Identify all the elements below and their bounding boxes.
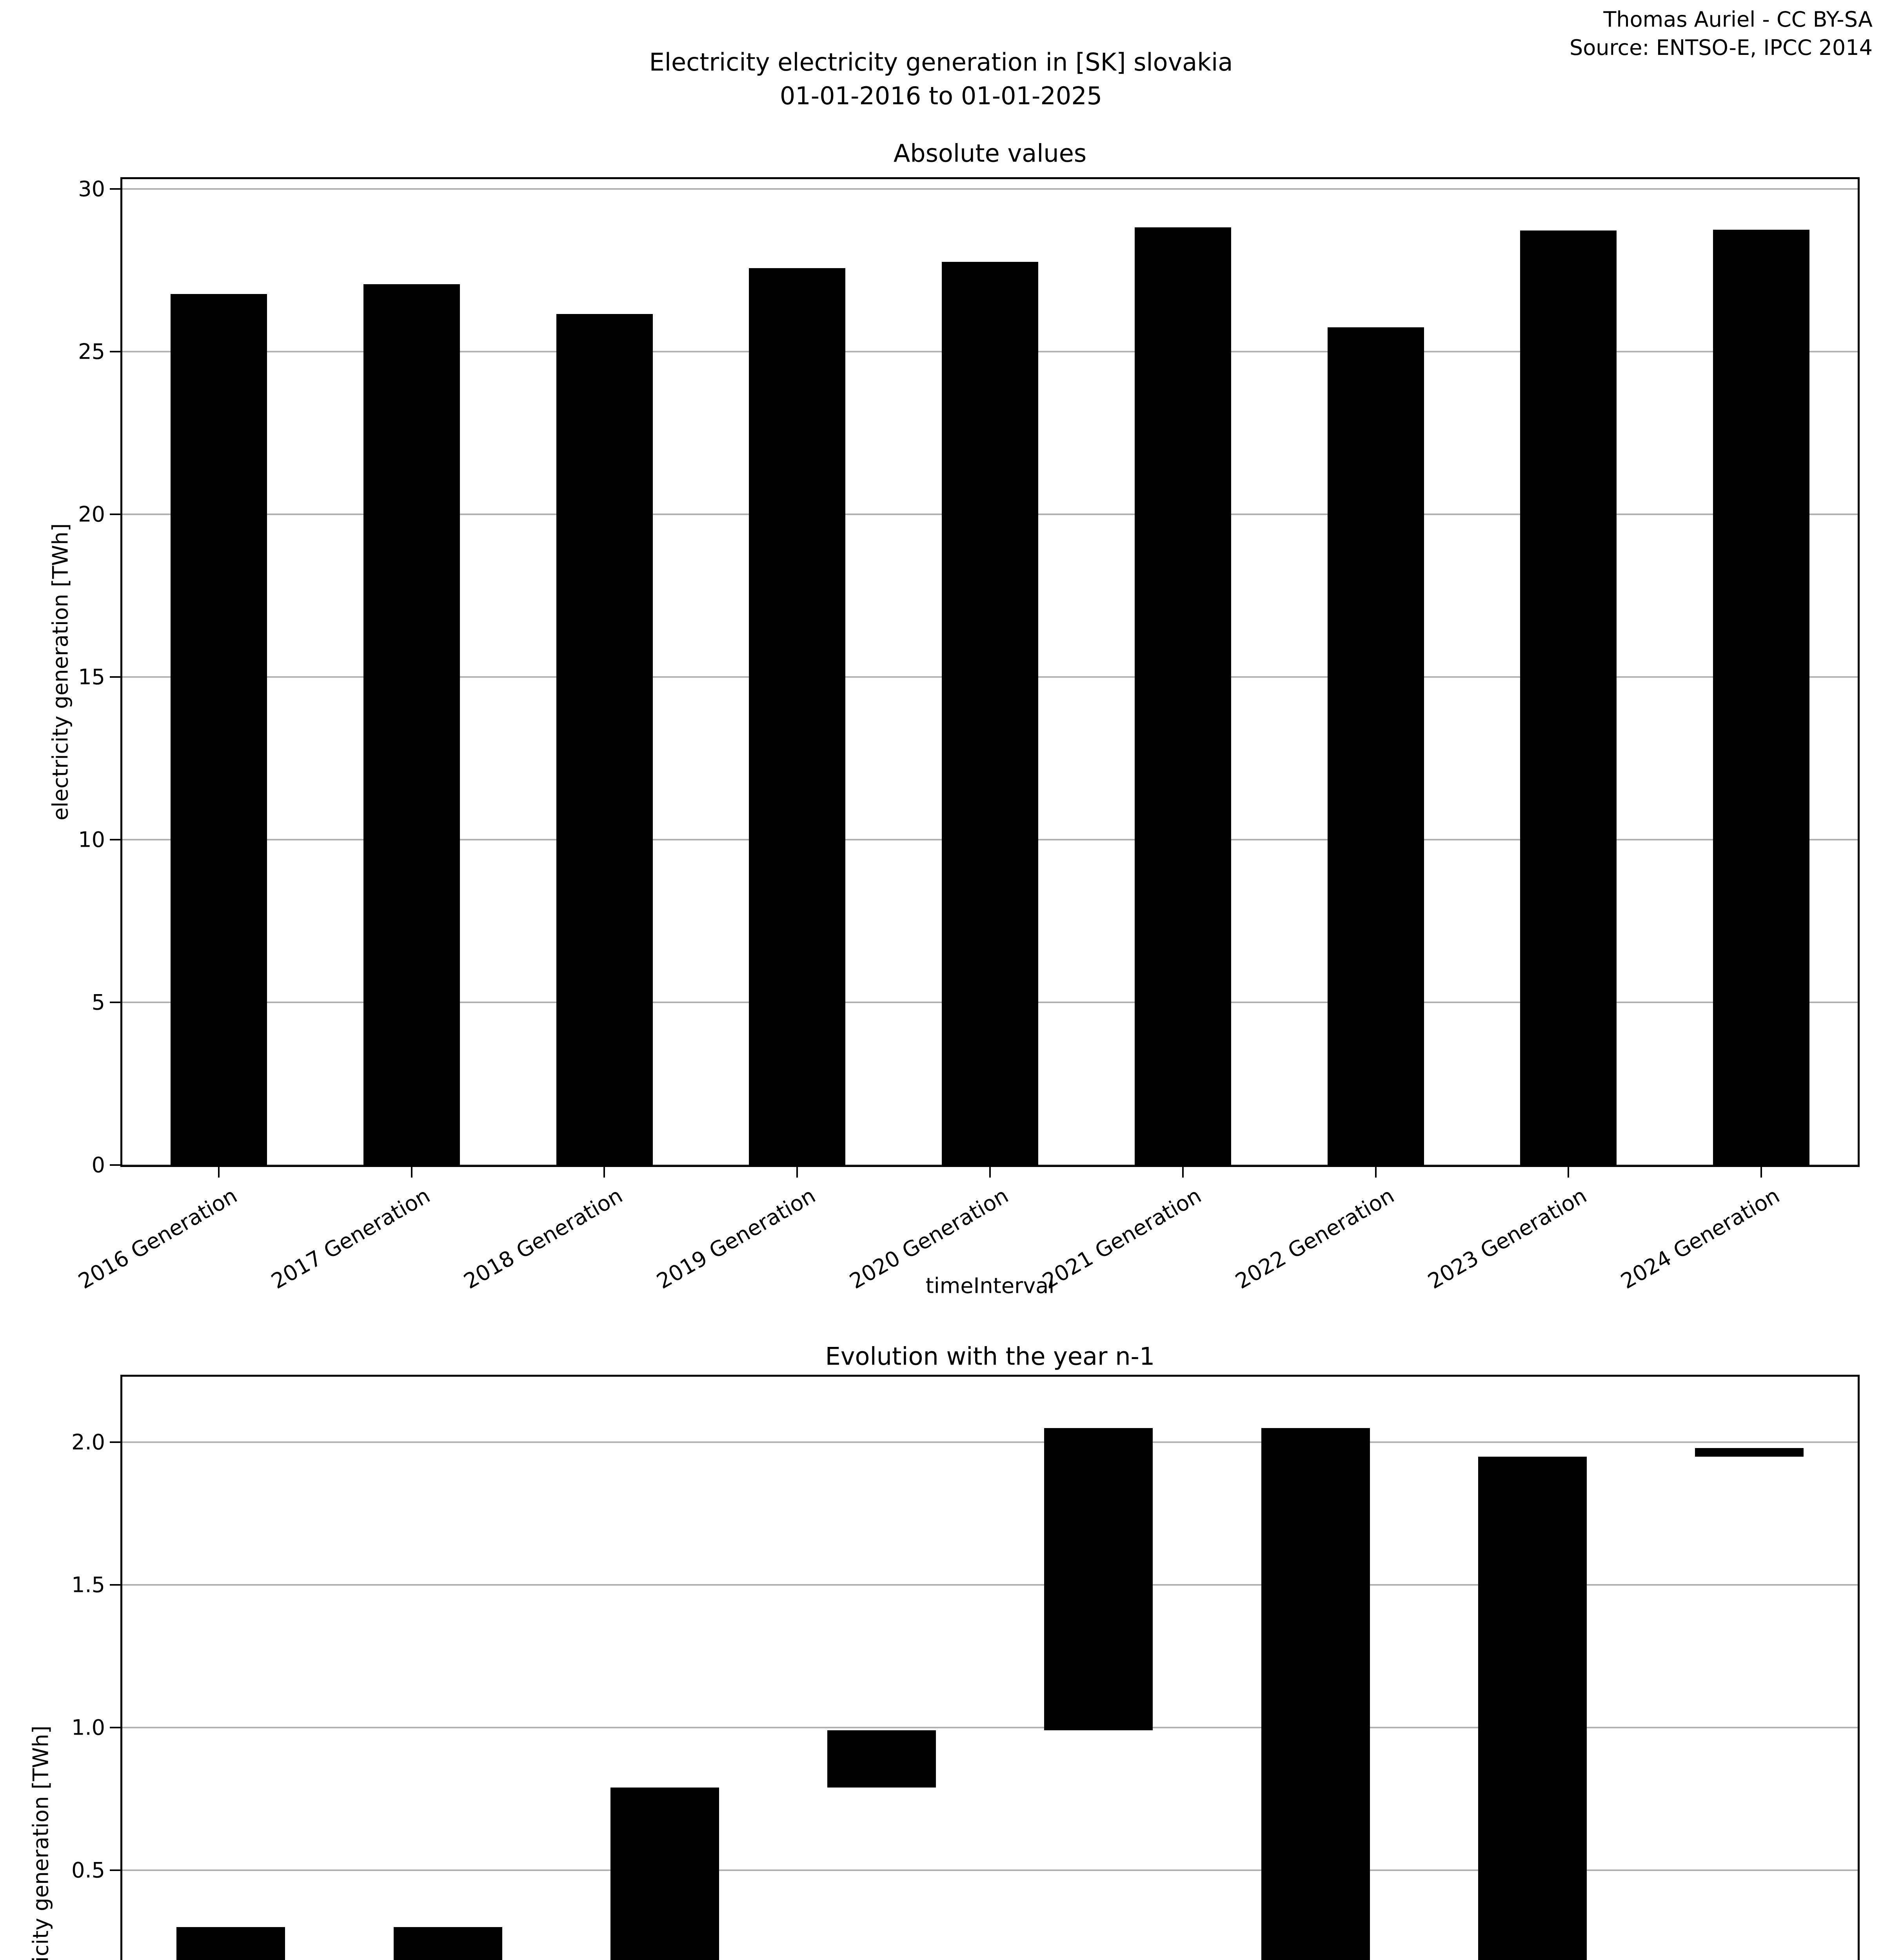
y-tick-label: 20 bbox=[78, 502, 105, 527]
y-tick bbox=[110, 1002, 122, 1003]
y-tick-label: 5 bbox=[91, 990, 105, 1015]
y-axis-label-absolute: electricity generation [TWh] bbox=[48, 523, 73, 821]
x-tick bbox=[411, 1165, 412, 1178]
y-tick bbox=[110, 1164, 122, 1166]
x-tick bbox=[796, 1165, 798, 1178]
bar-2022-generation bbox=[1328, 327, 1424, 1165]
x-tick bbox=[1182, 1165, 1184, 1178]
bar-2024-generation bbox=[1695, 1448, 1804, 1457]
figure-title-line-2: 01-01-2016 to 01-01-2025 bbox=[779, 82, 1103, 110]
bar-2017-generation bbox=[176, 1927, 285, 1960]
bar-2021-generation bbox=[1044, 1428, 1153, 1730]
credit: Thomas Auriel - CC BY-SA Source: ENTSO-E… bbox=[1570, 5, 1873, 62]
plot-area-absolute bbox=[120, 177, 1860, 1167]
y-tick-label: 25 bbox=[78, 339, 105, 364]
bar-2024-generation bbox=[1713, 230, 1809, 1165]
y-tick-label: 1.5 bbox=[71, 1572, 105, 1597]
bar-2020-generation bbox=[942, 262, 1038, 1165]
gridline bbox=[122, 1584, 1858, 1586]
y-tick bbox=[110, 188, 122, 190]
bar-2021-generation bbox=[1135, 227, 1231, 1165]
credit-source: Source: ENTSO-E, IPCC 2014 bbox=[1569, 35, 1873, 60]
figure-title-line-1: Electricity electricity generation in [S… bbox=[649, 48, 1233, 76]
bar-2020-generation bbox=[827, 1730, 936, 1788]
chart-title-evolution: Evolution with the year n-1 bbox=[825, 1342, 1155, 1371]
x-tick bbox=[1375, 1165, 1377, 1178]
x-tick-label: 2019 Generation bbox=[652, 1183, 820, 1294]
gridline bbox=[122, 188, 1858, 190]
x-tick bbox=[989, 1165, 991, 1178]
y-tick-label: 1.0 bbox=[71, 1715, 105, 1740]
y-tick-label: 0 bbox=[91, 1152, 105, 1178]
x-tick-label: 2021 Generation bbox=[1038, 1183, 1206, 1294]
bar-2016-generation bbox=[171, 294, 267, 1165]
bar-2018-generation bbox=[394, 1927, 502, 1960]
x-tick-label: 2022 Generation bbox=[1231, 1183, 1399, 1294]
gridline bbox=[122, 1869, 1858, 1871]
gridline bbox=[122, 1727, 1858, 1728]
chart-title-absolute-values: Absolute values bbox=[893, 139, 1087, 168]
y-tick bbox=[110, 839, 122, 840]
x-tick-label: 2016 Generation bbox=[74, 1183, 242, 1294]
y-tick bbox=[110, 514, 122, 515]
y-tick-label: 10 bbox=[78, 827, 105, 852]
bar-2023-generation bbox=[1478, 1457, 1587, 1960]
y-tick-label: 15 bbox=[78, 664, 105, 690]
y-tick bbox=[110, 351, 122, 352]
x-tick bbox=[218, 1165, 220, 1178]
x-tick-label: 2023 Generation bbox=[1424, 1183, 1591, 1294]
bar-2023-generation bbox=[1520, 230, 1617, 1165]
figure-title: Electricity electricity generation in [S… bbox=[0, 45, 1882, 113]
x-axis-label-absolute: timeInterval bbox=[925, 1273, 1055, 1298]
gridline bbox=[122, 1441, 1858, 1443]
bar-2022-generation bbox=[1261, 1428, 1370, 1960]
y-tick-label: 30 bbox=[78, 176, 105, 201]
x-tick bbox=[1760, 1165, 1762, 1178]
plot-area-evolution bbox=[120, 1375, 1860, 1960]
bar-2019-generation bbox=[749, 268, 845, 1165]
bar-2017-generation bbox=[363, 284, 460, 1165]
credit-author: Thomas Auriel - CC BY-SA bbox=[1603, 7, 1873, 32]
y-tick-label: 0.5 bbox=[71, 1858, 105, 1883]
y-tick bbox=[110, 676, 122, 678]
x-tick-label: 2018 Generation bbox=[460, 1183, 627, 1294]
x-tick bbox=[1568, 1165, 1569, 1178]
y-tick bbox=[110, 1727, 122, 1728]
bar-2018-generation bbox=[556, 314, 653, 1165]
x-tick-label: 2017 Generation bbox=[267, 1183, 434, 1294]
y-tick bbox=[110, 1869, 122, 1871]
y-tick bbox=[110, 1584, 122, 1586]
y-axis-label-evolution: electricity generation [TWh] bbox=[28, 1725, 53, 1960]
y-tick-label: 2.0 bbox=[71, 1430, 105, 1455]
x-tick bbox=[603, 1165, 605, 1178]
y-tick bbox=[110, 1441, 122, 1443]
bar-2019-generation bbox=[610, 1788, 719, 1960]
x-tick-label: 2024 Generation bbox=[1617, 1183, 1784, 1294]
